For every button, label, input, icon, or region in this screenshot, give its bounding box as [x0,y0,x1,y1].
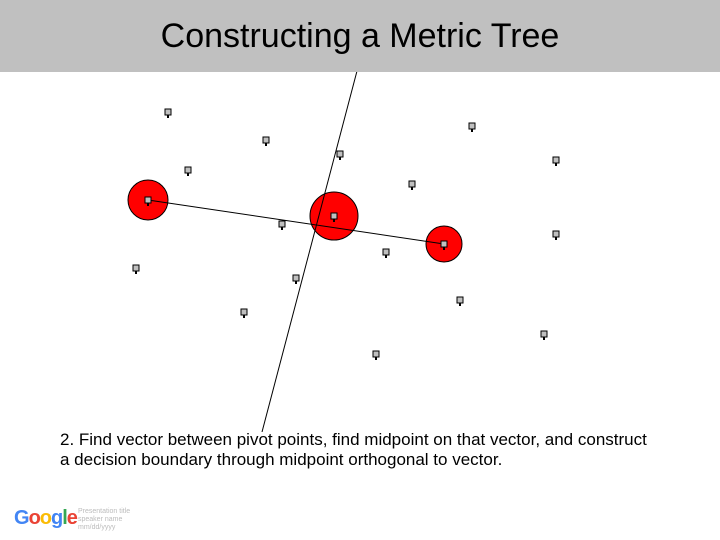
page-title: Constructing a Metric Tree [161,17,560,56]
logo-sub-line1: Presentation title [78,508,130,516]
logo-letter: g [51,507,62,530]
title-bar: Constructing a Metric Tree [0,0,720,72]
logo-sub-line3: mm/dd/yyyy [78,524,130,532]
logo-letter: e [67,507,77,530]
logo-letter: o [29,507,40,530]
step-caption: 2. Find vector between pivot points, fin… [60,430,660,470]
logo-sub-line2: speaker name [78,516,130,524]
metric-tree-diagram [0,72,720,432]
logo-letter: o [40,507,51,530]
logo-letter: G [14,507,29,530]
google-logo: Google [14,507,77,530]
logo-subtext: Presentation title speaker name mm/dd/yy… [78,508,130,532]
